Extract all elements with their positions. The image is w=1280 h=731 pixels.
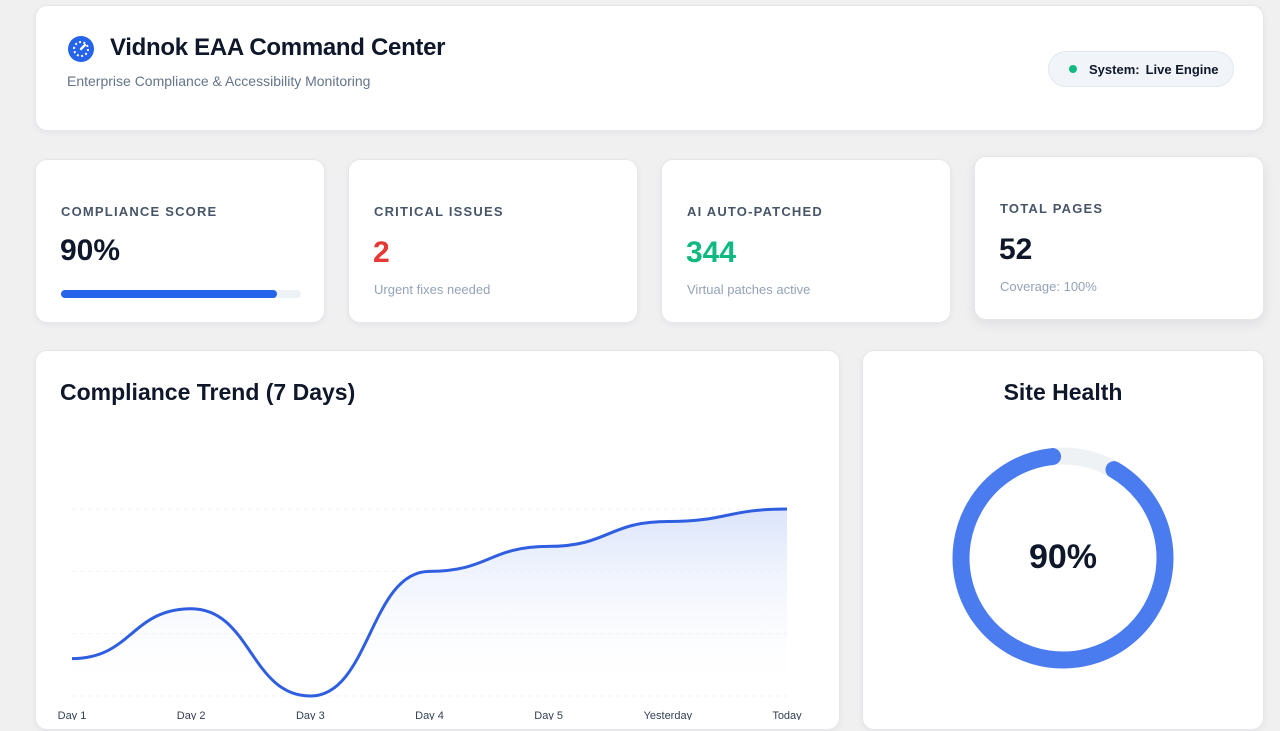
x-tick-label: Day 5 (534, 710, 563, 720)
ai-auto-patched-card: AI AUTO-PATCHED 344 Virtual patches acti… (661, 159, 951, 323)
x-tick-label: Day 3 (296, 710, 325, 720)
stat-note: Virtual patches active (687, 282, 811, 297)
trend-chart: Day 1 Day 2 Day 3 Day 4 Day 5 Yesterday Today (58, 507, 802, 720)
stat-note: Coverage: 100% (1000, 279, 1097, 294)
system-status-badge[interactable]: System: Live Engine (1048, 51, 1234, 87)
compliance-score-card: COMPLIANCE SCORE 90% (35, 159, 325, 323)
health-value: 90% (1028, 538, 1098, 576)
stat-value: 90% (60, 234, 121, 267)
health-title: Site Health (1003, 379, 1123, 405)
app-title: Vidnok EAA Command Center (110, 34, 446, 61)
app-subtitle: Enterprise Compliance & Accessibility Mo… (67, 73, 371, 89)
x-tick-label: Day 1 (58, 710, 87, 720)
status-value: Live Engine (1145, 61, 1219, 77)
ring-progress (952, 447, 1174, 669)
gauge-icon (68, 36, 94, 62)
x-tick-label: Yesterday (644, 710, 693, 720)
stat-value: 52 (999, 233, 1033, 266)
stat-label: COMPLIANCE SCORE (61, 204, 218, 219)
stat-label: TOTAL PAGES (1000, 201, 1104, 216)
header-card: Vidnok EAA Command Center Enterprise Com… (35, 5, 1264, 131)
site-health-card: Site Health 90% (862, 350, 1264, 730)
trend-area (72, 509, 787, 696)
stat-note: Urgent fixes needed (374, 282, 491, 297)
stat-label: CRITICAL ISSUES (374, 204, 504, 219)
compliance-progress-bar (61, 290, 301, 298)
x-tick-label: Day 2 (177, 710, 206, 720)
progress-fill (61, 290, 277, 298)
status-dot-icon (1069, 65, 1077, 73)
trend-title: Compliance Trend (7 Days) (60, 379, 356, 405)
stat-value: 344 (686, 236, 737, 269)
total-pages-card: TOTAL PAGES 52 Coverage: 100% (974, 156, 1264, 320)
stat-value: 2 (373, 236, 390, 269)
health-ring (952, 447, 1174, 669)
critical-issues-card: CRITICAL ISSUES 2 Urgent fixes needed (348, 159, 638, 323)
x-tick-label: Today (772, 710, 802, 720)
trend-line (71, 507, 788, 698)
stat-label: AI AUTO-PATCHED (687, 204, 823, 219)
status-label: System: (1089, 61, 1140, 77)
x-tick-label: Day 4 (415, 710, 444, 720)
